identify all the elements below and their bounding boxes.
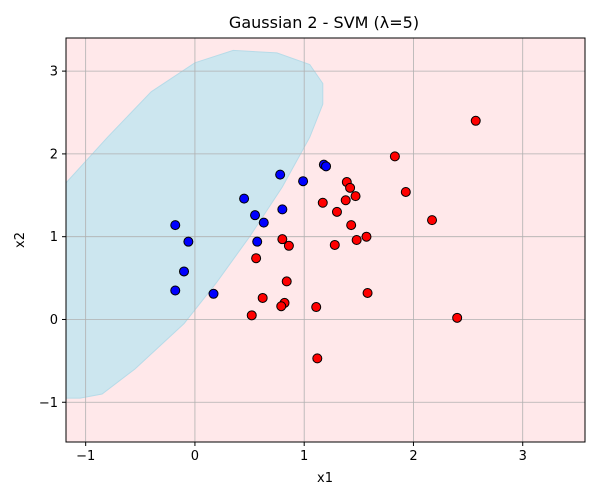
chart-title: Gaussian 2 - SVM (λ=5) [229, 13, 419, 32]
x-tick-label: 3 [519, 449, 527, 464]
data-point [389, 151, 400, 162]
series-1 [246, 115, 481, 364]
y-axis-ticks: −1 0 1 2 3 [39, 65, 66, 411]
data-point [321, 161, 332, 172]
data-point [350, 191, 361, 202]
data-point [281, 276, 292, 287]
x-tick-label: −1 [76, 449, 95, 464]
x-tick-label: 0 [191, 449, 199, 464]
data-point [427, 215, 438, 226]
data-point [257, 292, 268, 303]
data-point [170, 285, 181, 296]
series-0 [170, 159, 332, 299]
data-point [452, 312, 463, 323]
data-point [361, 231, 372, 242]
data-point [277, 234, 288, 245]
data-point [250, 210, 261, 221]
y-tick-label: 3 [50, 65, 58, 80]
axes-frame [65, 37, 586, 443]
data-point [400, 186, 411, 197]
data-point [470, 115, 481, 126]
data-point [298, 176, 309, 187]
data-point [277, 204, 288, 215]
data-point [346, 220, 357, 231]
data-point [258, 217, 269, 228]
data-point [275, 169, 286, 180]
data-point [170, 220, 181, 231]
data-point [179, 266, 190, 277]
x-tick-label: 1 [300, 449, 308, 464]
data-point [276, 301, 287, 312]
data-point [183, 236, 194, 247]
data-point [340, 195, 351, 206]
x-axis-ticks: −1 0 1 2 3 [76, 442, 527, 464]
plot-area [65, 37, 586, 443]
data-point [311, 302, 322, 313]
y-axis-label: x2 [13, 232, 28, 248]
data-point [283, 240, 294, 251]
data-point [331, 206, 342, 217]
data-point [362, 287, 373, 298]
y-tick-label: 1 [50, 230, 58, 245]
data-point [239, 193, 250, 204]
data-point [251, 253, 262, 264]
x-tick-label: 2 [409, 449, 417, 464]
data-point [252, 236, 263, 247]
data-point [317, 197, 328, 208]
data-point [345, 182, 356, 193]
data-point [329, 239, 340, 250]
x-axis-label: x1 [317, 471, 333, 486]
data-point [312, 353, 323, 364]
y-tick-label: 0 [50, 313, 58, 328]
y-tick-label: −1 [39, 396, 58, 411]
y-tick-label: 2 [50, 147, 58, 162]
data-point [351, 235, 362, 245]
data-point [208, 288, 219, 299]
data-point [246, 310, 257, 321]
